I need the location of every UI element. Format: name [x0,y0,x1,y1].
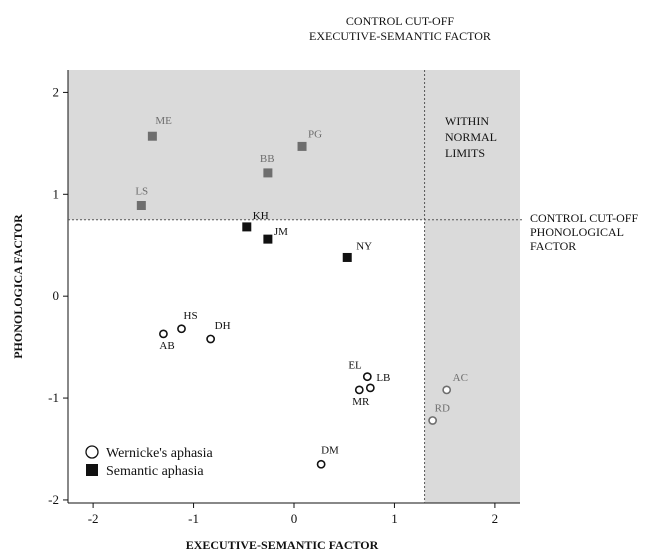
point-hs-circle [177,324,186,334]
right-cutoff-line1: CONTROL CUT-OFF [530,211,639,225]
x-tick-label: 1 [391,511,398,526]
point-label-bb: BB [260,153,275,165]
point-dm-circle [316,459,326,469]
legend-circle-icon [85,445,99,459]
y-tick-label: 0 [53,288,60,303]
point-label-rd: RD [435,402,450,414]
point-label-kh: KH [253,210,269,222]
point-label-dh: DH [215,320,231,332]
wnl-line2: NORMAL [445,130,498,144]
within-normal-limits-annotation: WITHIN NORMAL LIMITS [445,113,497,161]
right-cutoff-line2: PHONOLOGICAL [530,225,624,239]
point-ac-circle [442,385,452,395]
legend-square-icon [86,464,98,476]
axes: -2 -1 0 1 2 -2 -1 0 1 2 EXECUTIVE-SEMANTIC FACTOR P… [11,70,520,552]
point-ny-square [342,252,352,262]
y-tick-label: -1 [48,390,59,405]
x-axis-title: EXECUTIVE-SEMANTIC FACTOR [186,538,379,552]
x-tick-label: -2 [88,511,99,526]
point-label-jm: JM [274,226,288,238]
point-kh-square [242,222,252,232]
point-ab-circle [159,329,168,339]
shade-right-of-executive-cutoff [424,70,520,503]
point-el-circle [362,372,372,382]
x-tick-label: -1 [188,511,199,526]
wnl-line1: WITHIN [445,114,489,128]
point-label-mr: MR [352,396,370,408]
legend-label-semantic: Semantic aphasia [106,464,204,479]
point-mr-circle [354,385,364,395]
top-cutoff-annotation: CONTROL CUT-OFF EXECUTIVE-SEMANTIC FACTO… [300,14,500,44]
point-label-me: ME [155,115,172,127]
x-tick-label: 0 [291,511,298,526]
point-label-ls: LS [135,186,148,198]
point-label-el: EL [348,360,362,372]
point-label-ac: AC [453,372,468,384]
point-label-dm: DM [321,444,339,456]
point-bb-square [263,168,273,178]
x-tick-label: 2 [492,511,499,526]
point-jm-square [263,234,273,244]
shaded-regions [68,70,520,503]
point-label-ny: NY [356,240,372,252]
point-label-hs: HS [184,310,198,322]
right-cutoff-annotation: CONTROL CUT-OFF PHONOLOGICAL FACTOR [530,211,638,253]
point-label-ab: AB [159,340,174,352]
top-cutoff-line2: EXECUTIVE-SEMANTIC FACTOR [309,29,491,43]
top-cutoff-line1: CONTROL CUT-OFF [345,14,455,28]
point-dh-circle [206,334,216,344]
point-me-square [147,131,157,141]
point-lb-circle [365,383,375,393]
right-cutoff-line3: FACTOR [530,239,577,253]
wnl-line3: LIMITS [445,146,485,160]
legend-label-wernickes: Wernicke's aphasia [106,446,214,461]
point-label-lb: LB [376,372,390,384]
cutoff-lines [68,70,522,503]
data-points: AB HS DH EL LB MR DM AC RD ME LS BB PG KH JM NY [135,115,468,469]
point-label-pg: PG [308,128,322,140]
point-rd-circle [428,416,438,425]
y-tick-label: -2 [48,492,59,507]
point-pg-square [297,141,307,151]
y-tick-label: 2 [53,84,60,99]
y-tick-label: 1 [53,186,60,201]
point-ls-square [136,201,146,211]
y-axis-title: PHONOLOGICA FACTOR [11,214,25,359]
legend: Wernicke's aphasia Semantic aphasia [85,445,214,479]
